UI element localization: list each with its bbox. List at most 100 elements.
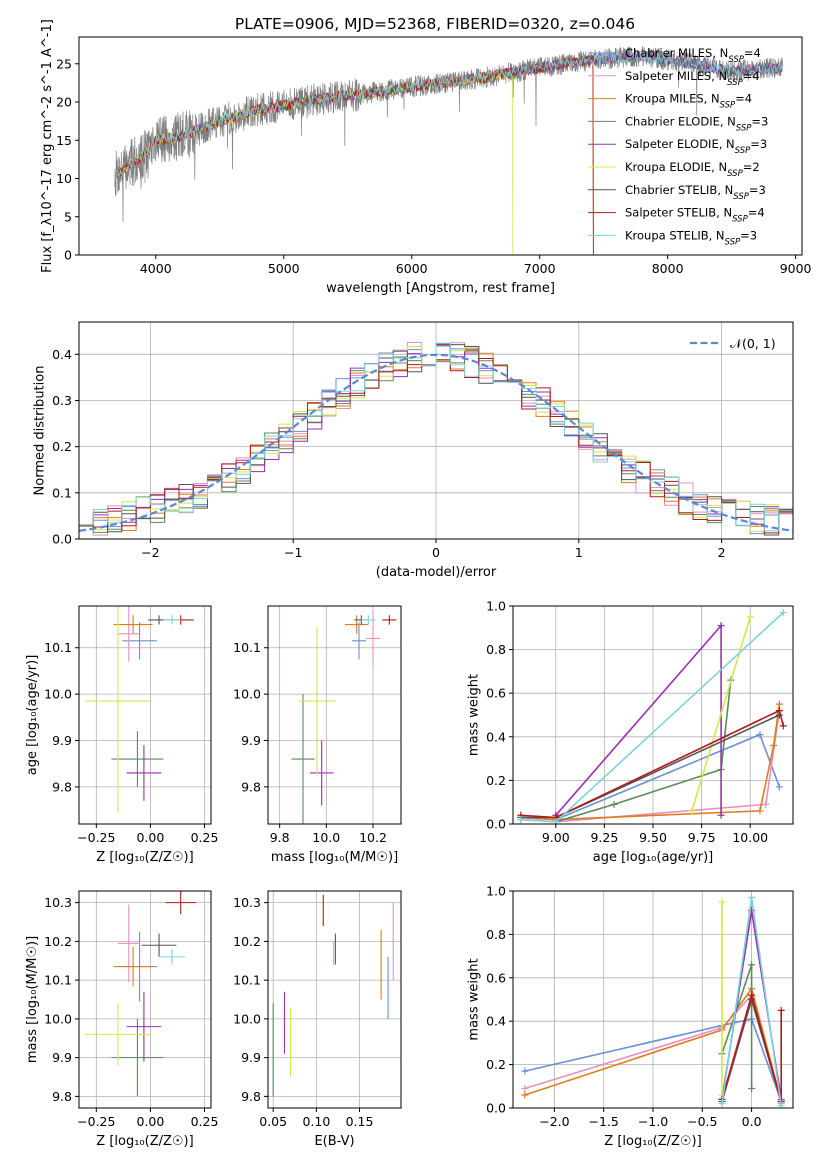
model-spectrum-kroupa-miles xyxy=(115,55,594,255)
chart-weight_vs_age: 9.00 9.25 9.50 9.75 10.00 0.0 0.2 0.4 0.6 0.8 1.0 a… xyxy=(467,599,794,865)
series-kroupa-stelib xyxy=(718,894,785,1108)
legend-label-kroupa-stelib: Kroupa STELIB, NSSP=3 xyxy=(625,228,757,247)
chart-residual_hist: 𝒩(0, 1) −2 −1 0 1 2 0.0 0.1 0.2 0.3 0.4 (data-model… xyxy=(33,321,794,580)
x-tick-label: 2 xyxy=(718,545,726,560)
y-tick-label: 10.1 xyxy=(44,973,72,988)
errorbar-chabrier-miles xyxy=(122,622,157,660)
y-tick-label: 10.2 xyxy=(233,934,261,949)
data-point-marker xyxy=(775,700,783,708)
data-point-marker xyxy=(521,1067,529,1075)
y-tick-label: 10.0 xyxy=(44,687,72,702)
chart-mass_vs_ebv: 0.05 0.10 0.15 9.8 9.9 10.0 10.1 10.2 10.3 E(B-V) xyxy=(233,890,402,1149)
y-tick-label: 0 xyxy=(64,248,72,263)
y-tick-label: 0.8 xyxy=(486,642,506,657)
x-tick-label: 9.25 xyxy=(590,830,618,845)
series-line xyxy=(524,1018,782,1102)
y-tick-label: 0.6 xyxy=(486,686,506,701)
series-kroupa-miles xyxy=(517,700,783,824)
y-tick-label: 0.4 xyxy=(52,347,72,362)
x-tick-label: 10.2 xyxy=(359,830,387,845)
data-point-marker xyxy=(717,811,725,819)
axes-frame xyxy=(78,605,212,825)
x-tick-label: 9.50 xyxy=(639,830,667,845)
chart-weight_vs_Z: −2.0 −1.5 −1.0 −0.5 0.0 0.0 0.2 0.4 0.6 0.8 1.0 Z [… xyxy=(467,884,794,1149)
x-axis-label: (data-model)/error xyxy=(376,565,497,580)
data-point-marker xyxy=(756,731,764,739)
y-axis-label: Normed distribution xyxy=(33,366,48,496)
y-tick-label: 1.0 xyxy=(486,599,506,614)
x-tick-label: 7000 xyxy=(524,261,556,276)
data-point-marker xyxy=(779,609,787,617)
series-line xyxy=(555,623,722,816)
x-tick-label: −2 xyxy=(141,545,159,560)
data-point-marker xyxy=(775,707,783,715)
legend-label-chabrier-elodie: Chabrier ELODIE, NSSP=3 xyxy=(625,114,768,133)
x-tick-label: −0.5 xyxy=(687,1114,717,1129)
data-point-marker xyxy=(748,894,756,902)
y-tick-label: 0.2 xyxy=(52,439,72,454)
x-tick-label: 4000 xyxy=(140,261,172,276)
y-tick-label: 10.3 xyxy=(44,895,72,910)
y-tick-label: 25 xyxy=(56,56,72,71)
x-tick-label: 5000 xyxy=(268,261,300,276)
chart-mass_vs_Z: −0.25 0.00 0.25 9.8 9.9 10.0 10.1 10.2 10.3 Z [lo… xyxy=(25,890,219,1149)
x-tick-label: 0.0 xyxy=(742,1114,762,1129)
legend: 𝒩(0, 1) xyxy=(690,336,776,351)
plot-area xyxy=(85,606,194,813)
y-tick-label: 10.0 xyxy=(44,1011,72,1026)
y-tick-label: 9.8 xyxy=(52,779,72,794)
axes-frame xyxy=(267,605,402,825)
series-line xyxy=(520,714,780,819)
legend-label-normal: 𝒩(0, 1) xyxy=(730,336,776,351)
y-tick-label: 20 xyxy=(56,95,72,110)
data-point-marker xyxy=(717,622,725,630)
data-point-marker xyxy=(718,1100,726,1108)
data-point-marker xyxy=(521,1091,529,1099)
errorbar-kroupa-miles xyxy=(113,947,153,986)
axes-frame xyxy=(267,890,402,1109)
x-tick-label: 9.8 xyxy=(270,830,290,845)
errorbar-salpeter-miles xyxy=(117,904,140,983)
y-axis-label: age [log₁₀(age/yr)] xyxy=(25,655,40,776)
y-tick-label: 0.4 xyxy=(486,729,506,744)
series-line xyxy=(520,710,781,823)
x-tick-label: 0.25 xyxy=(191,1114,219,1129)
plot-area xyxy=(517,609,787,824)
x-tick-label: −1 xyxy=(284,545,302,560)
series-line xyxy=(555,680,732,823)
errorbar-chabrier-elodie xyxy=(111,1018,164,1097)
data-point-marker xyxy=(779,722,787,730)
errorbar-chabrier-stelib xyxy=(141,933,177,957)
y-tick-label: 10.2 xyxy=(44,934,72,949)
series-kroupa-elodie xyxy=(718,898,726,1099)
x-tick-label: 0.10 xyxy=(302,1114,330,1129)
errorbar-kroupa-stelib xyxy=(159,949,186,965)
errorbar-kroupa-stelib xyxy=(163,615,181,625)
y-tick-label: 0.6 xyxy=(486,970,506,985)
y-tick-label: 0.1 xyxy=(52,485,72,500)
y-axis-label: mass weight xyxy=(467,958,482,1040)
plot-area xyxy=(521,894,785,1108)
y-tick-label: 10.0 xyxy=(233,687,261,702)
x-axis-label: Z [log₁₀(Z/Z☉)] xyxy=(96,1134,193,1149)
x-tick-label: 0 xyxy=(432,545,440,560)
series-line xyxy=(520,703,781,821)
data-point-marker xyxy=(777,1102,785,1108)
data-point-marker xyxy=(777,1006,785,1014)
series-line xyxy=(721,992,782,1102)
x-axis-label: E(B-V) xyxy=(314,1134,354,1149)
y-tick-label: 9.9 xyxy=(241,1050,261,1065)
x-tick-label: 9.00 xyxy=(542,830,570,845)
y-tick-label: 0.3 xyxy=(52,393,72,408)
errorbar-kroupa-stelib xyxy=(361,615,376,625)
x-tick-label: −0.25 xyxy=(77,830,115,845)
y-tick-label: 15 xyxy=(56,133,72,148)
figure-title: PLATE=0906, MJD=52368, FIBERID=0320, z=0… xyxy=(235,15,635,33)
errorbar-kroupa-elodie xyxy=(85,1003,151,1066)
plot-area xyxy=(114,46,783,255)
data-point-marker xyxy=(756,807,764,815)
data-point-marker xyxy=(748,1084,756,1092)
x-tick-label: −0.25 xyxy=(77,1114,115,1129)
series-kroupa-elodie xyxy=(688,613,754,815)
